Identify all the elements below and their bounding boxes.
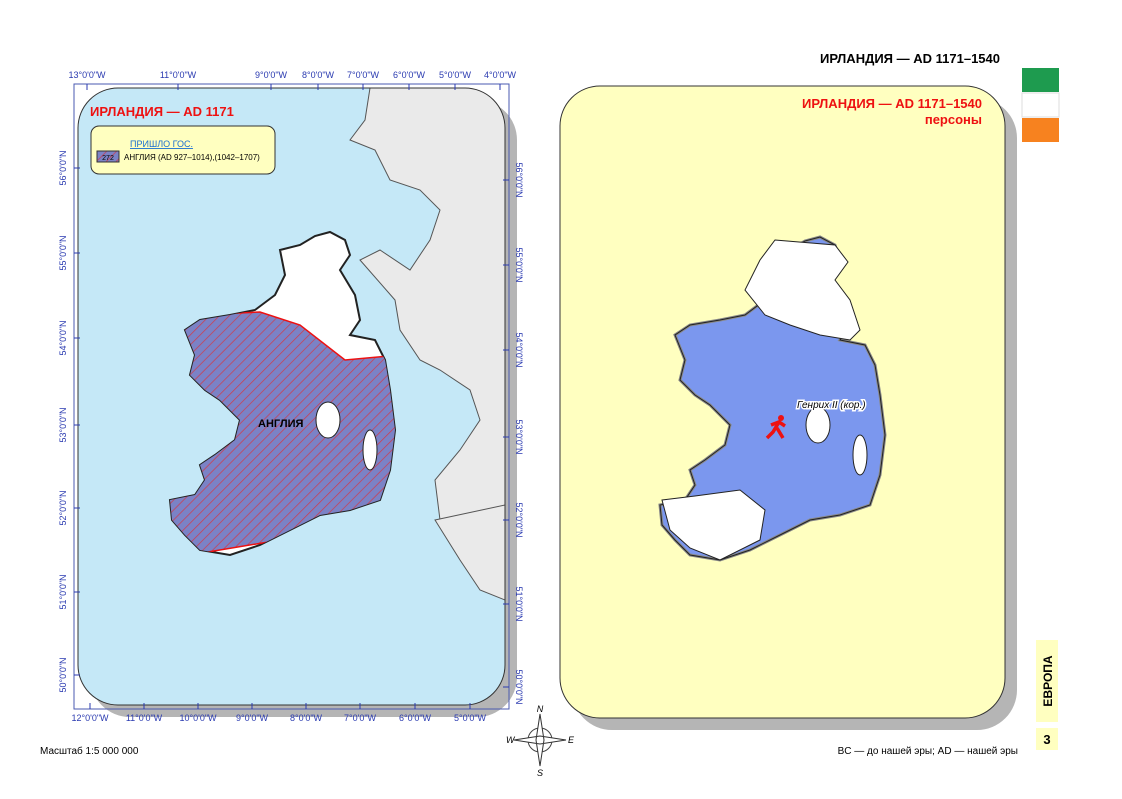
ulster bbox=[744, 239, 861, 341]
right-tick-label: 54°0'0"N bbox=[514, 332, 524, 367]
left-tick-label: 54°0'0"N bbox=[58, 320, 68, 355]
legend-heading: ПРИШЛО ГОС. bbox=[130, 139, 193, 149]
bottom-tick-label: 5°0'0"W bbox=[454, 713, 487, 723]
top-tick-label: 13°0'0"W bbox=[68, 70, 106, 80]
bottom-tick-label: 8°0'0"W bbox=[290, 713, 323, 723]
top-tick-label: 4°0'0"W bbox=[484, 70, 517, 80]
top-tick-label: 5°0'0"W bbox=[439, 70, 472, 80]
bottom-tick-label: 7°0'0"W bbox=[344, 713, 377, 723]
right-title: ИРЛАНДИЯ — AD 1171–1540 bbox=[802, 96, 982, 111]
left-tick-label: 51°0'0"N bbox=[58, 574, 68, 609]
bottom-tick-label: 11°0'0"W bbox=[126, 713, 163, 723]
top-tick-label: 7°0'0"W bbox=[347, 70, 380, 80]
right-tick-label: 56°0'0"N bbox=[514, 162, 524, 197]
bottom-tick-label: 10°0'0"W bbox=[179, 713, 217, 723]
legend-swatch bbox=[96, 150, 120, 163]
top-tick-label: 11°0'0"W bbox=[160, 70, 197, 80]
top-tick-label: 8°0'0"W bbox=[302, 70, 335, 80]
southwest bbox=[661, 489, 766, 561]
right-subtitle: персоны bbox=[925, 112, 982, 127]
compass-e: E bbox=[568, 735, 575, 745]
right-tick-label: 55°0'0"N bbox=[514, 247, 524, 282]
person-icon bbox=[765, 415, 786, 440]
lake bbox=[362, 429, 378, 471]
flag-white bbox=[1021, 92, 1060, 118]
legend-code: 272 bbox=[102, 155, 114, 162]
left-tick-label: 55°0'0"N bbox=[58, 235, 68, 270]
section-tab bbox=[1036, 640, 1058, 722]
flag-orange bbox=[1022, 118, 1059, 142]
region-label: АНГЛИЯ bbox=[258, 418, 303, 430]
right-tick-label: 50°0'0"N bbox=[514, 669, 524, 704]
legend bbox=[90, 125, 276, 175]
right-tick-label: 52°0'0"N bbox=[514, 502, 524, 537]
compass-s: S bbox=[537, 768, 543, 778]
compass-rose: N W E S bbox=[506, 704, 575, 778]
flag-green bbox=[1022, 68, 1059, 92]
person-label: Генрих II (кор.) bbox=[797, 400, 866, 411]
scale: Масштаб 1:5 000 000 bbox=[40, 745, 139, 757]
top-tick-label: 9°0'0"W bbox=[255, 70, 288, 80]
bottom-tick-label: 9°0'0"W bbox=[236, 713, 269, 723]
compass-n: N bbox=[537, 704, 544, 714]
legend-text: АНГЛИЯ (AD 927–1014),(1042–1707) bbox=[124, 153, 260, 162]
bottom-tick-label: 6°0'0"W bbox=[399, 713, 432, 723]
left-tick-label: 53°0'0"N bbox=[58, 407, 68, 442]
section-label: ЕВРОПА bbox=[1041, 655, 1055, 706]
left-frame bbox=[77, 87, 506, 706]
page-tab bbox=[1036, 728, 1058, 750]
left-tick-label: 50°0'0"N bbox=[58, 657, 68, 692]
left-map bbox=[78, 88, 505, 705]
page-title: ИРЛАНДИЯ — AD 1171–1540 bbox=[820, 51, 1000, 66]
graticule-frame bbox=[73, 83, 510, 710]
lake bbox=[805, 406, 831, 444]
right-tick-label: 51°0'0"N bbox=[514, 586, 524, 621]
footnote: BC — до нашей эры; AD — нашей эры bbox=[838, 746, 1018, 757]
bottom-tick-label: 12°0'0"W bbox=[71, 713, 109, 723]
left-tick-label: 52°0'0"N bbox=[58, 490, 68, 525]
right-tick-label: 53°0'0"N bbox=[514, 419, 524, 454]
lake bbox=[852, 434, 868, 476]
graticule: 13°0'0"W 11°0'0"W 9°0'0"W 8°0'0"W 7°0'0"W 6°0… bbox=[58, 70, 524, 723]
lake bbox=[315, 401, 341, 439]
top-tick-label: 6°0'0"W bbox=[393, 70, 426, 80]
page-number: 3 bbox=[1043, 732, 1050, 747]
compass-w: W bbox=[506, 735, 516, 745]
left-title: ИРЛАНДИЯ — AD 1171 bbox=[90, 104, 234, 119]
left-tick-label: 56°0'0"N bbox=[58, 150, 68, 185]
wales bbox=[434, 504, 505, 601]
